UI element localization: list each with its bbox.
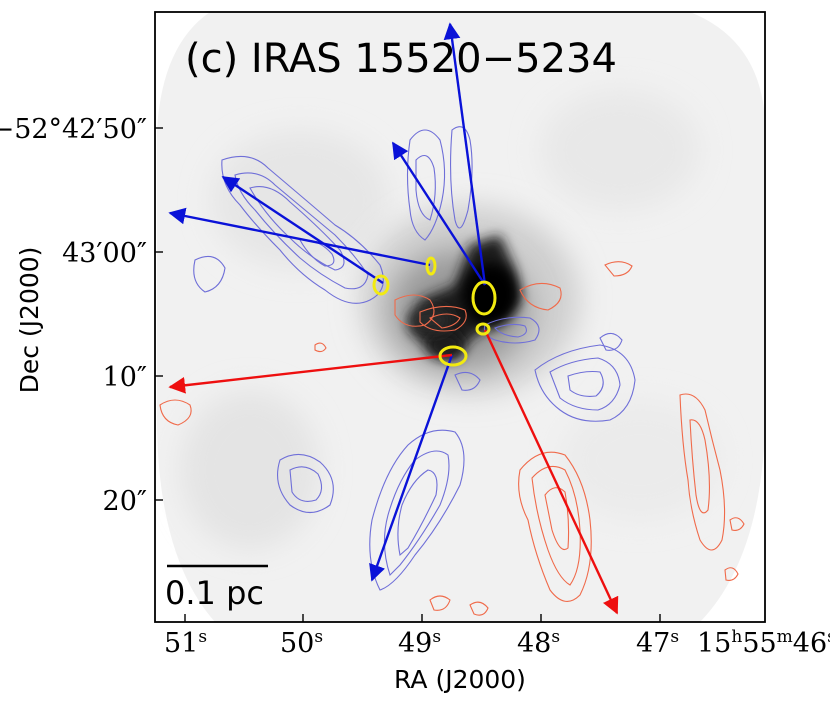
plot-frame bbox=[154, 11, 766, 623]
x-axis-label: RA (J2000) bbox=[394, 665, 526, 694]
x-tick-label-48: 48s bbox=[517, 627, 560, 659]
redshifted-contours bbox=[159, 261, 745, 616]
blue-outflow-arrow-north bbox=[443, 22, 487, 286]
y-axis-label: Dec (J2000) bbox=[15, 247, 44, 394]
x-tick-marks bbox=[184, 614, 661, 622]
x-tick-labels: 51s 50s 49s 48s 47s 15h55m46s bbox=[164, 627, 830, 659]
blue-outflow-arrow-south bbox=[369, 354, 454, 582]
scale-bar-label: 0.1 pc bbox=[165, 574, 264, 612]
blue-outflow-arrow-west-long bbox=[168, 207, 431, 267]
y-tick-marks bbox=[155, 127, 163, 501]
x-tick-label-46: 15h55m46s bbox=[697, 627, 830, 659]
core-ellipse-south bbox=[438, 345, 468, 367]
y-tick-label-43m00: 43′00″ bbox=[62, 238, 147, 269]
outflow-arrows bbox=[168, 22, 619, 615]
continuum-image bbox=[157, 12, 765, 622]
y-tick-label-42m50: −52°42′50″ bbox=[0, 114, 147, 145]
red-outflow-arrow-west bbox=[168, 353, 453, 394]
x-tick-label-50: 50s bbox=[280, 627, 323, 659]
blue-outflow-arrow-northwest bbox=[391, 141, 487, 286]
blueshifted-contours bbox=[193, 126, 636, 591]
x-tick-label-47: 47s bbox=[636, 627, 679, 659]
y-tick-label-20: 20″ bbox=[103, 486, 147, 517]
scale-bar: 0.1 pc bbox=[165, 564, 268, 612]
core-ellipse-northwest bbox=[425, 256, 437, 276]
core-ellipses bbox=[372, 256, 497, 367]
x-tick-label-49: 49s bbox=[398, 627, 441, 659]
core-ellipse-main bbox=[471, 280, 497, 316]
core-ellipse-small bbox=[475, 322, 491, 336]
y-tick-labels: −52°42′50″ 43′00″ 10″ 20″ bbox=[0, 114, 147, 517]
core-ellipse-west bbox=[372, 274, 390, 296]
panel-title: (c) IRAS 15520−5234 bbox=[185, 36, 617, 82]
x-tick-label-51: 51s bbox=[164, 627, 207, 659]
y-tick-label-10: 10″ bbox=[103, 362, 147, 393]
red-outflow-arrow-southeast bbox=[483, 329, 619, 615]
blue-outflow-arrow-west-upper bbox=[221, 175, 384, 285]
